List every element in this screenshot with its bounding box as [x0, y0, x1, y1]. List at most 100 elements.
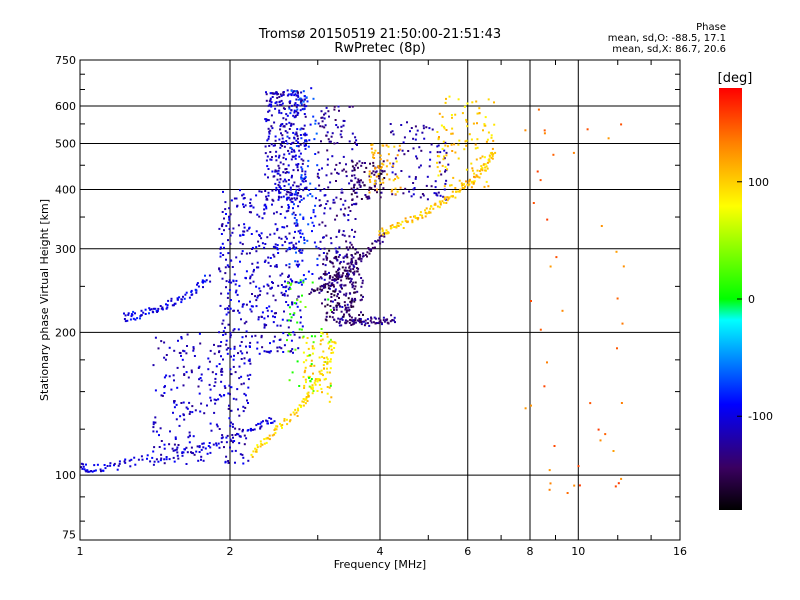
data-point [271, 156, 273, 159]
data-point [329, 305, 332, 307]
data-point [454, 113, 457, 116]
data-point [333, 308, 335, 311]
grid-lines [80, 60, 680, 540]
data-point [291, 201, 294, 204]
data-point [358, 314, 361, 316]
data-point [176, 451, 179, 454]
data-point [139, 317, 141, 320]
data-point [228, 218, 231, 221]
data-point [213, 352, 216, 355]
data-point [222, 358, 224, 361]
data-point [163, 447, 166, 450]
data-point [348, 266, 351, 269]
data-point [354, 291, 357, 294]
data-point [195, 291, 198, 294]
data-point [276, 172, 279, 175]
data-point [300, 199, 303, 201]
data-point [317, 247, 320, 250]
data-point [445, 97, 447, 100]
data-point [390, 190, 393, 193]
data-point [457, 98, 460, 101]
data-point [293, 193, 296, 196]
data-point [403, 136, 406, 139]
data-point [340, 191, 343, 194]
data-point [305, 105, 308, 108]
data-point [302, 133, 305, 136]
data-point [299, 279, 302, 282]
data-point [396, 224, 399, 227]
data-point [230, 355, 232, 358]
data-point [312, 390, 315, 392]
data-point [446, 199, 449, 202]
data-point [262, 285, 265, 288]
data-point [424, 215, 427, 218]
data-point [209, 349, 212, 352]
data-point [361, 162, 364, 164]
data-point [467, 184, 470, 187]
data-point [322, 286, 325, 289]
data-point [180, 301, 183, 304]
data-point [465, 180, 468, 183]
data-point [239, 344, 242, 347]
data-point [345, 321, 348, 324]
data-point [332, 284, 335, 286]
data-point [326, 367, 328, 370]
data-point [351, 297, 354, 300]
data-point [251, 246, 254, 249]
data-point [319, 204, 322, 207]
data-point [325, 174, 328, 177]
data-point [328, 249, 331, 252]
data-point [270, 103, 273, 106]
data-point [303, 398, 306, 401]
data-point [484, 163, 487, 166]
data-point [363, 324, 366, 327]
data-point [445, 154, 448, 157]
data-point [325, 273, 328, 276]
data-point [286, 334, 289, 337]
data-point [329, 338, 332, 341]
data-point [274, 316, 276, 319]
x-tick-label: 16 [673, 545, 687, 558]
data-point [200, 402, 203, 405]
data-point [237, 328, 240, 331]
data-point [185, 371, 188, 374]
data-point [297, 409, 300, 412]
data-point [382, 160, 385, 163]
data-point [304, 176, 307, 178]
data-point [229, 299, 232, 301]
data-point [364, 194, 367, 196]
data-point [479, 157, 482, 160]
data-point [127, 312, 130, 315]
data-point [123, 312, 125, 315]
data-point [286, 191, 289, 193]
data-point [305, 396, 308, 399]
data-point [271, 203, 273, 206]
data-point [357, 251, 359, 254]
data-point [293, 109, 296, 112]
data-point [303, 187, 306, 190]
data-point [233, 197, 236, 200]
data-point [328, 347, 330, 350]
data-point [304, 134, 307, 137]
data-point [268, 275, 271, 278]
data-point [295, 185, 298, 188]
data-point [321, 221, 324, 224]
data-point [302, 274, 305, 277]
data-point [471, 101, 474, 104]
data-point [470, 162, 473, 165]
data-point [123, 460, 126, 463]
data-point [291, 301, 294, 304]
data-point [265, 91, 267, 94]
data-point [349, 268, 352, 271]
data-point [293, 94, 296, 97]
data-point [247, 429, 250, 431]
data-point [289, 194, 292, 197]
data-point [283, 108, 286, 110]
data-point [268, 130, 271, 133]
data-point [336, 126, 339, 129]
data-point [296, 299, 299, 302]
data-point [258, 235, 261, 237]
data-point [208, 360, 211, 363]
data-point [238, 300, 240, 303]
data-point [243, 392, 246, 395]
